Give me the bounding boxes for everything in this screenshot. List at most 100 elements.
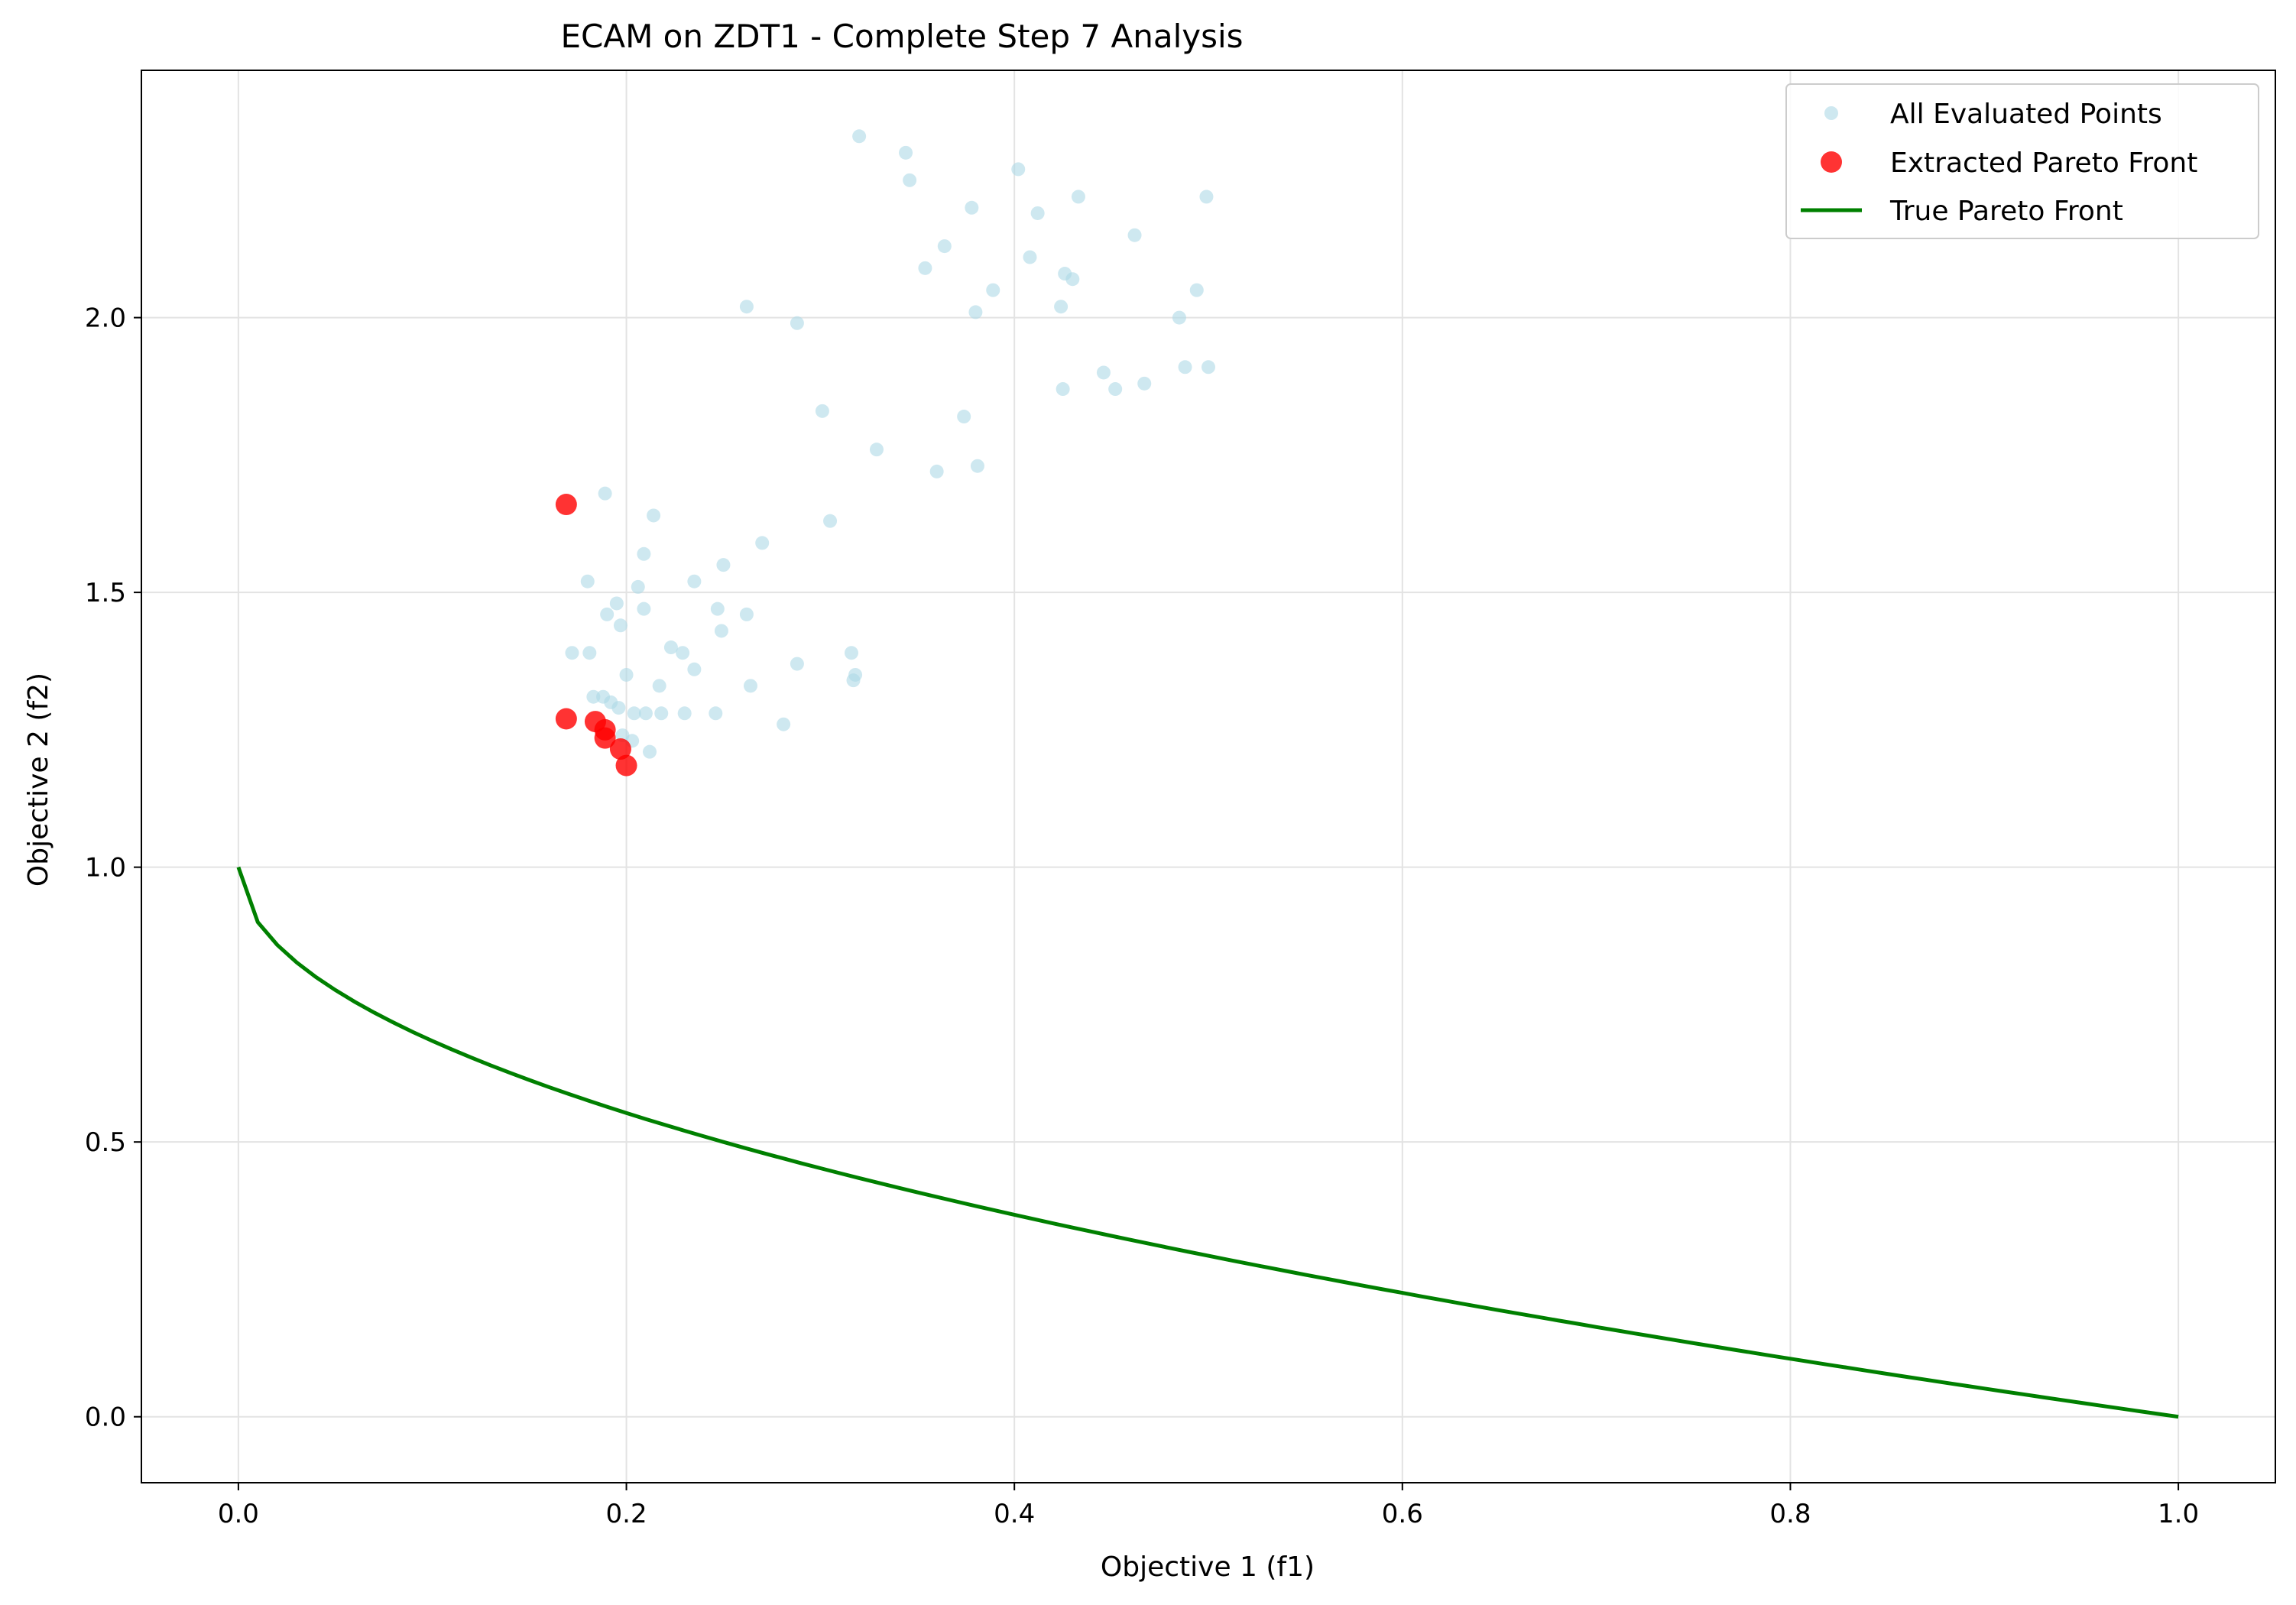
evaluated-point bbox=[637, 546, 651, 561]
evaluated-point bbox=[586, 689, 601, 704]
x-axis-ticks: 0.0 0.2 0.4 0.6 0.8 1.0 bbox=[218, 1483, 2199, 1529]
plot-series bbox=[236, 129, 2179, 1419]
y-tick-label: 0.0 bbox=[85, 1402, 126, 1433]
evaluated-point bbox=[743, 679, 757, 693]
evaluated-point bbox=[739, 607, 754, 621]
evaluated-point bbox=[903, 173, 917, 187]
evaluated-point bbox=[663, 640, 678, 655]
evaluated-point bbox=[1199, 190, 1214, 204]
evaluated-point bbox=[714, 624, 728, 638]
evaluated-point bbox=[582, 646, 597, 660]
evaluated-point bbox=[869, 443, 884, 457]
pareto-point bbox=[615, 754, 637, 777]
chart-title: ECAM on ZDT1 - Complete Step 7 Analysis bbox=[560, 18, 1243, 55]
evaluated-point bbox=[844, 646, 858, 660]
pareto-point bbox=[609, 738, 631, 760]
evaluated-point bbox=[1172, 310, 1186, 325]
pareto-point bbox=[594, 727, 616, 749]
y-tick-label: 1.5 bbox=[85, 578, 126, 608]
evaluated-point bbox=[1096, 365, 1111, 380]
grid-lines bbox=[141, 70, 2275, 1483]
evaluated-point bbox=[619, 667, 634, 682]
pareto-point bbox=[555, 708, 577, 730]
evaluated-point bbox=[710, 601, 725, 616]
evaluated-point bbox=[790, 657, 804, 671]
evaluated-point bbox=[1189, 283, 1204, 297]
evaluated-point bbox=[1071, 190, 1085, 204]
legend-label-evaluated: All Evaluated Points bbox=[1890, 99, 2162, 130]
evaluated-point bbox=[611, 701, 626, 715]
evaluated-point bbox=[709, 706, 723, 721]
evaluated-point bbox=[687, 662, 702, 676]
y-axis-label: Objective 2 (f2) bbox=[23, 673, 54, 887]
evaluated-point bbox=[654, 706, 669, 721]
evaluated-point bbox=[823, 514, 838, 528]
evaluated-point bbox=[613, 618, 628, 633]
legend-marker-evaluated bbox=[1824, 106, 1838, 120]
evaluated-point bbox=[1202, 360, 1215, 374]
evaluated-point bbox=[970, 459, 984, 473]
evaluated-point bbox=[643, 744, 657, 759]
legend-marker-pareto bbox=[1821, 151, 1842, 173]
evaluated-point bbox=[937, 239, 952, 254]
evaluated-point bbox=[1108, 382, 1123, 397]
evaluated-point bbox=[755, 536, 770, 550]
y-tick-label: 2.0 bbox=[85, 303, 126, 334]
evaluated-point bbox=[600, 607, 615, 621]
x-tick-label: 0.4 bbox=[994, 1499, 1035, 1529]
evaluated-point bbox=[957, 410, 971, 424]
evaluated-point bbox=[627, 706, 641, 721]
evaluated-point bbox=[899, 145, 913, 160]
evaluated-point bbox=[677, 706, 692, 721]
evaluated-point bbox=[918, 261, 932, 275]
evaluated-point bbox=[676, 646, 690, 660]
evaluated-point bbox=[852, 129, 867, 144]
evaluated-point bbox=[1137, 376, 1152, 391]
legend-label-pareto: Extracted Pareto Front bbox=[1890, 148, 2197, 179]
evaluated-point bbox=[638, 706, 653, 721]
evaluated-point bbox=[790, 316, 804, 330]
evaluated-point bbox=[815, 404, 829, 418]
evaluated-point bbox=[1023, 250, 1037, 264]
evaluated-point bbox=[1054, 300, 1069, 314]
evaluated-point bbox=[1127, 228, 1142, 242]
evaluated-point bbox=[1030, 206, 1045, 220]
evaluated-point bbox=[609, 596, 624, 611]
evaluated-point bbox=[1178, 360, 1192, 374]
y-tick-label: 1.0 bbox=[85, 853, 126, 884]
evaluated-point bbox=[846, 673, 861, 688]
y-axis-ticks: 0.0 0.5 1.0 1.5 2.0 bbox=[85, 303, 141, 1433]
x-tick-label: 0.2 bbox=[606, 1499, 647, 1529]
evaluated-point bbox=[1056, 382, 1070, 397]
true-pareto-front-line bbox=[236, 866, 2179, 1419]
evaluated-point bbox=[580, 574, 595, 588]
evaluated-point bbox=[777, 717, 791, 731]
legend: All Evaluated Points Extracted Pareto Fr… bbox=[1785, 83, 2259, 239]
x-tick-label: 0.0 bbox=[218, 1499, 259, 1529]
evaluated-point bbox=[965, 200, 979, 215]
evaluated-point bbox=[1065, 272, 1080, 287]
evaluated-point bbox=[687, 574, 702, 588]
evaluated-point bbox=[631, 579, 645, 594]
x-axis-label: Objective 1 (f1) bbox=[1101, 1552, 1315, 1583]
evaluated-point bbox=[565, 646, 579, 660]
legend-box bbox=[1785, 83, 2259, 239]
y-tick-label: 0.5 bbox=[85, 1127, 126, 1158]
evaluated-point bbox=[652, 679, 666, 693]
pareto-point bbox=[555, 494, 577, 516]
evaluated-point bbox=[647, 508, 661, 523]
plot-frame bbox=[141, 70, 2276, 1483]
x-tick-label: 0.8 bbox=[1769, 1499, 1811, 1529]
evaluated-point bbox=[968, 305, 983, 319]
evaluated-point bbox=[739, 300, 754, 314]
evaluated-point bbox=[929, 464, 944, 478]
legend-label-true-front: True Pareto Front bbox=[1889, 196, 2123, 227]
evaluated-point bbox=[1011, 162, 1026, 177]
x-tick-label: 1.0 bbox=[2158, 1499, 2199, 1529]
evaluated-point bbox=[986, 283, 1000, 297]
evaluated-point bbox=[637, 601, 651, 616]
x-tick-label: 0.6 bbox=[1382, 1499, 1423, 1529]
evaluated-point bbox=[716, 558, 731, 572]
evaluated-point bbox=[598, 486, 612, 501]
